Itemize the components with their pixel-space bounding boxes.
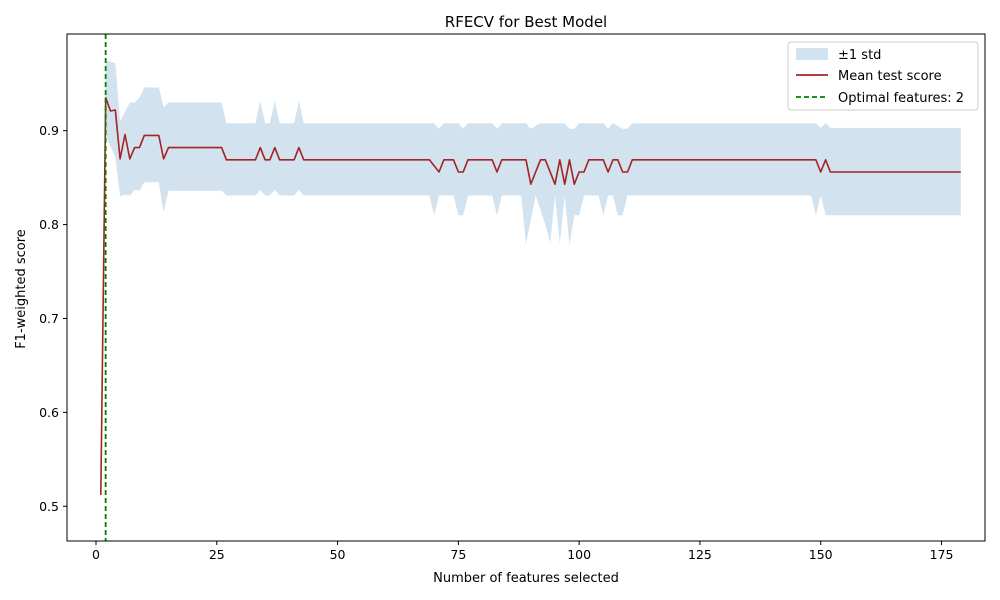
legend: ±1 std Mean test score Optimal features:… (787, 41, 979, 111)
legend-band-label: ±1 std (838, 48, 881, 63)
x-tick-label: 75 (450, 547, 466, 562)
x-tick-label: 125 (688, 547, 712, 562)
std-band (105, 60, 961, 246)
x-tick-label: 0 (92, 547, 100, 562)
y-tick-label: 0.8 (39, 217, 59, 232)
legend-frame (787, 41, 979, 111)
x-tick-label: 100 (567, 547, 591, 562)
x-tick-label: 175 (930, 547, 954, 562)
mean-test-score-line (100, 97, 961, 496)
x-tick-label: 150 (809, 547, 833, 562)
legend-optimal-label: Optimal features: 2 (838, 91, 964, 106)
y-tick-label: 0.6 (39, 405, 59, 420)
x-tick-label: 25 (209, 547, 225, 562)
legend-band-swatch (796, 48, 828, 60)
y-tick-label: 0.7 (39, 311, 59, 326)
plot-area (100, 34, 961, 541)
axes: 0 25 50 75 100 125 150 175 0.5 0.6 0.7 0.8 0.9 (39, 33, 986, 562)
x-axis-label: Number of features selected (433, 571, 619, 586)
y-tick-label: 0.5 (39, 499, 59, 514)
x-tick-label: 50 (330, 547, 346, 562)
chart-title: RFECV for Best Model (445, 13, 607, 31)
y-tick-label: 0.9 (39, 123, 59, 138)
legend-mean-label: Mean test score (838, 69, 942, 84)
plot-frame (66, 33, 986, 542)
y-axis-label: F1-weighted score (14, 229, 29, 349)
